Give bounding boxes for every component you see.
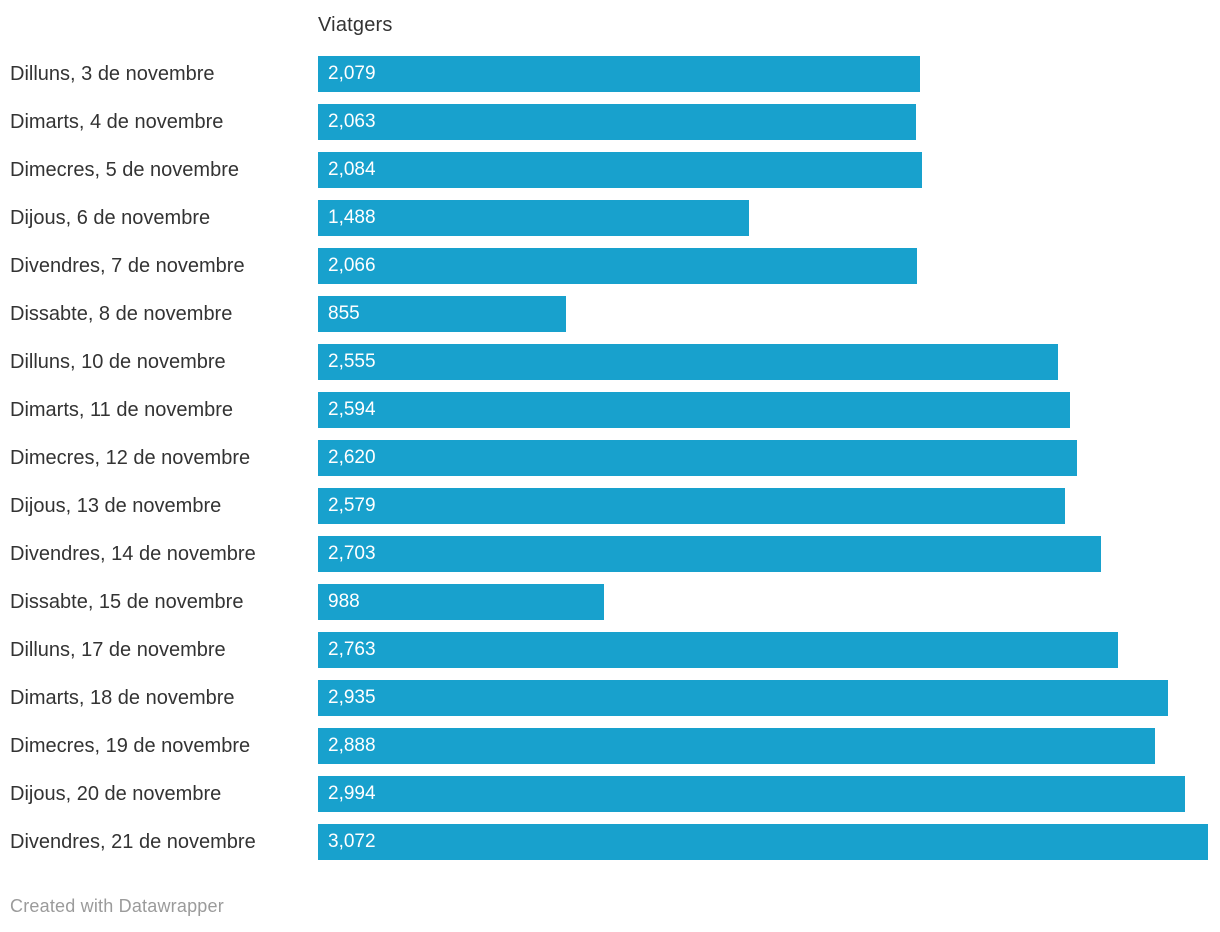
- datawrapper-credit: Created with Datawrapper: [10, 896, 224, 916]
- bar-track: 855: [318, 296, 1208, 332]
- bar[interactable]: 2,079: [318, 56, 921, 92]
- bar-track: 2,620: [318, 440, 1208, 476]
- bar-track: 2,066: [318, 248, 1208, 284]
- row-label: Dimarts, 4 de novembre: [10, 110, 224, 133]
- bar-track: 988: [318, 584, 1208, 620]
- row-label: Dimecres, 5 de novembre: [10, 158, 239, 181]
- chart-row: Dissabte, 15 de novembre 988: [0, 578, 1220, 626]
- row-label: Divendres, 21 de novembre: [10, 830, 256, 853]
- bar[interactable]: 2,703: [318, 536, 1102, 572]
- row-label: Dimecres, 12 de novembre: [10, 446, 251, 469]
- bar-track: 2,084: [318, 152, 1208, 188]
- bar-track: 2,763: [318, 632, 1208, 668]
- chart-row: Dissabte, 8 de novembre 855: [0, 290, 1220, 338]
- chart-row: Dimecres, 12 de novembre 2,620: [0, 434, 1220, 482]
- bar[interactable]: 2,620: [318, 440, 1078, 476]
- row-label: Dimarts, 18 de novembre: [10, 686, 235, 709]
- bar-track: 2,888: [318, 728, 1208, 764]
- row-label: Dilluns, 10 de novembre: [10, 350, 226, 373]
- bar-track: 3,072: [318, 824, 1208, 860]
- bar[interactable]: 988: [318, 584, 605, 620]
- bar-value-label: 2,084: [328, 159, 376, 180]
- row-label: Dijous, 20 de novembre: [10, 782, 222, 805]
- bar-value-label: 2,994: [328, 783, 376, 804]
- chart-row: Dilluns, 3 de novembre 2,079: [0, 50, 1220, 98]
- bar[interactable]: 2,084: [318, 152, 922, 188]
- chart-footer: Created with Datawrapper: [0, 896, 1220, 917]
- bar-track: 1,488: [318, 200, 1208, 236]
- chart-row: Dimecres, 19 de novembre 2,888: [0, 722, 1220, 770]
- bar-track: 2,579: [318, 488, 1208, 524]
- bar[interactable]: 2,579: [318, 488, 1066, 524]
- bar-value-label: 2,763: [328, 639, 376, 660]
- bar-value-label: 2,063: [328, 111, 376, 132]
- chart-row: Dijous, 6 de novembre 1,488: [0, 194, 1220, 242]
- bar-track: 2,994: [318, 776, 1208, 812]
- chart-row: Dimecres, 5 de novembre 2,084: [0, 146, 1220, 194]
- row-label: Dijous, 6 de novembre: [10, 206, 211, 229]
- row-label: Divendres, 7 de novembre: [10, 254, 245, 277]
- bar-value-label: 2,594: [328, 399, 376, 420]
- bar-value-label: 988: [328, 591, 360, 612]
- bar[interactable]: 2,888: [318, 728, 1155, 764]
- chart-row: Dilluns, 10 de novembre 2,555: [0, 338, 1220, 386]
- bar[interactable]: 2,763: [318, 632, 1119, 668]
- bar-track: 2,079: [318, 56, 1208, 92]
- bar-value-label: 2,888: [328, 735, 376, 756]
- chart-row: Dimarts, 11 de novembre 2,594: [0, 386, 1220, 434]
- bar[interactable]: 855: [318, 296, 566, 332]
- bar-value-label: 2,579: [328, 495, 376, 516]
- bar[interactable]: 2,063: [318, 104, 916, 140]
- bar-track: 2,555: [318, 344, 1208, 380]
- chart-row: Divendres, 7 de novembre 2,066: [0, 242, 1220, 290]
- chart-row: Divendres, 14 de novembre 2,703: [0, 530, 1220, 578]
- bar[interactable]: 2,994: [318, 776, 1186, 812]
- column-header-viatgers: Viatgers: [318, 13, 393, 36]
- row-label: Dimarts, 11 de novembre: [10, 398, 234, 421]
- chart-row: Dimarts, 18 de novembre 2,935: [0, 674, 1220, 722]
- bar-value-label: 2,703: [328, 543, 376, 564]
- row-label: Dissabte, 15 de novembre: [10, 590, 244, 613]
- chart-row: Divendres, 21 de novembre 3,072: [0, 818, 1220, 866]
- chart-row: Dilluns, 17 de novembre 2,763: [0, 626, 1220, 674]
- bar-value-label: 2,555: [328, 351, 376, 372]
- row-label: Dimecres, 19 de novembre: [10, 734, 251, 757]
- chart-row: Dijous, 13 de novembre 2,579: [0, 482, 1220, 530]
- row-label: Dilluns, 3 de novembre: [10, 62, 215, 85]
- bar-value-label: 2,935: [328, 687, 376, 708]
- bar[interactable]: 2,555: [318, 344, 1059, 380]
- chart-row: Dijous, 20 de novembre 2,994: [0, 770, 1220, 818]
- row-label: Dissabte, 8 de novembre: [10, 302, 233, 325]
- bar[interactable]: 3,072: [318, 824, 1208, 860]
- bar-value-label: 1,488: [328, 207, 376, 228]
- bar-track: 2,935: [318, 680, 1208, 716]
- row-label: Dijous, 13 de novembre: [10, 494, 222, 517]
- bar[interactable]: 2,594: [318, 392, 1070, 428]
- row-label: Divendres, 14 de novembre: [10, 542, 256, 565]
- chart-rows: Dilluns, 3 de novembre 2,079 Dimarts, 4 de…: [0, 50, 1220, 866]
- bar-track: 2,063: [318, 104, 1208, 140]
- chart-row: Dimarts, 4 de novembre 2,063: [0, 98, 1220, 146]
- chart-header-row: Viatgers: [0, 0, 1220, 50]
- bar-value-label: 2,079: [328, 63, 376, 84]
- bar-value-label: 2,066: [328, 255, 376, 276]
- bar-value-label: 3,072: [328, 831, 376, 852]
- bar[interactable]: 2,935: [318, 680, 1169, 716]
- bar[interactable]: 1,488: [318, 200, 750, 236]
- bar-track: 2,594: [318, 392, 1208, 428]
- bar[interactable]: 2,066: [318, 248, 917, 284]
- bar-track: 2,703: [318, 536, 1208, 572]
- bar-value-label: 855: [328, 303, 360, 324]
- bar-value-label: 2,620: [328, 447, 376, 468]
- row-label: Dilluns, 17 de novembre: [10, 638, 226, 661]
